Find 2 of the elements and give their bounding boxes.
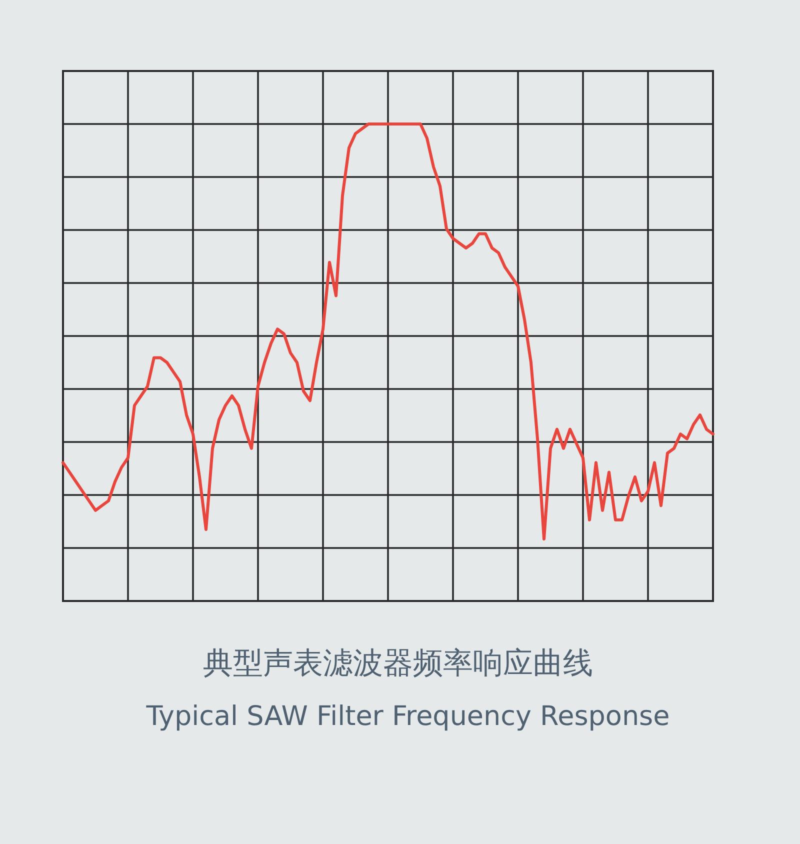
title: 典型声表滤波器频率响应曲线: [203, 646, 593, 681]
subtitle: Typical SAW Filter Frequency Response: [146, 701, 670, 732]
